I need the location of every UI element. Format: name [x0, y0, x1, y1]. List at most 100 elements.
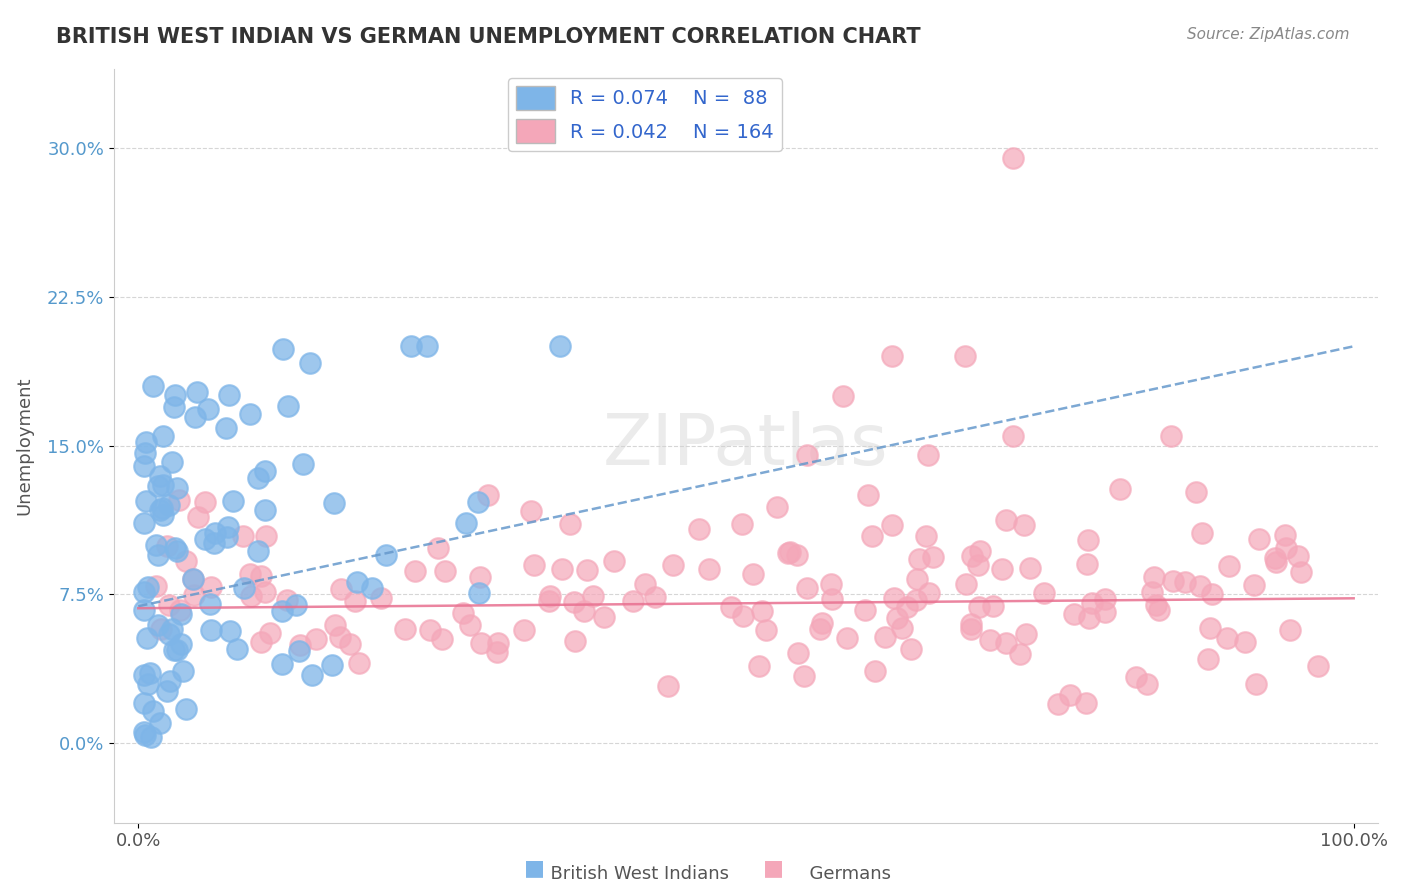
Point — [856, 488, 879, 502]
Point — [908, 551, 931, 566]
Point — [200, 580, 222, 594]
Point — [200, 624, 222, 638]
Point — [134, 458, 156, 473]
Point — [1002, 151, 1025, 165]
Text: British West Indians              Germans: British West Indians Germans — [516, 865, 890, 883]
Point — [883, 591, 905, 606]
Point — [921, 549, 943, 564]
Point — [1109, 482, 1132, 496]
Point — [1019, 561, 1042, 575]
Point — [136, 580, 159, 594]
Point — [720, 599, 742, 614]
Point — [146, 617, 169, 632]
Point — [1264, 550, 1286, 565]
Point — [157, 598, 180, 612]
Point — [821, 591, 844, 606]
Point — [562, 595, 585, 609]
Point — [766, 500, 789, 514]
Point — [198, 598, 221, 612]
Point — [811, 616, 834, 631]
Point — [1047, 697, 1070, 711]
Point — [321, 658, 343, 673]
Point — [779, 545, 801, 559]
Point — [1185, 484, 1208, 499]
Point — [1059, 688, 1081, 702]
Point — [918, 586, 941, 600]
Point — [1279, 624, 1302, 638]
Point — [370, 591, 392, 605]
Point — [796, 581, 818, 595]
Legend: R = 0.074    N =  88, R = 0.042    N = 164: R = 0.074 N = 88, R = 0.042 N = 164 — [508, 78, 782, 151]
Point — [226, 641, 249, 656]
Point — [136, 632, 159, 646]
Point — [644, 590, 666, 604]
Point — [215, 530, 238, 544]
Point — [900, 642, 922, 657]
Point — [172, 664, 194, 678]
Point — [1246, 676, 1268, 690]
Point — [917, 449, 939, 463]
Point — [346, 574, 368, 589]
Point — [810, 622, 832, 636]
Text: Source: ZipAtlas.com: Source: ZipAtlas.com — [1187, 27, 1350, 42]
Point — [139, 730, 162, 744]
Point — [1094, 591, 1116, 606]
Point — [186, 384, 208, 399]
Point — [187, 509, 209, 524]
Point — [468, 586, 491, 600]
Point — [603, 554, 626, 568]
Point — [981, 599, 1004, 613]
Point — [467, 495, 489, 509]
Point — [134, 585, 156, 599]
Point — [218, 387, 240, 401]
Point — [276, 593, 298, 607]
Point — [786, 549, 808, 563]
Point — [662, 558, 685, 572]
Point — [1012, 518, 1035, 533]
Point — [160, 455, 183, 469]
Point — [254, 528, 277, 542]
Point — [156, 539, 179, 553]
Point — [250, 569, 273, 583]
Point — [551, 561, 574, 575]
Point — [575, 563, 598, 577]
Point — [134, 697, 156, 711]
Point — [470, 635, 492, 649]
Point — [513, 623, 536, 637]
Point — [1197, 651, 1219, 665]
Point — [304, 632, 326, 646]
Point — [323, 618, 346, 632]
Point — [1243, 578, 1265, 592]
Point — [1198, 621, 1220, 635]
Point — [860, 529, 883, 543]
Point — [162, 401, 184, 415]
Point — [776, 546, 799, 560]
Point — [146, 548, 169, 562]
Point — [176, 554, 198, 568]
Point — [755, 623, 778, 637]
Point — [329, 630, 352, 644]
Point — [865, 665, 887, 679]
Point — [322, 496, 344, 510]
Point — [239, 408, 262, 422]
Point — [250, 635, 273, 649]
Point — [1136, 676, 1159, 690]
Point — [548, 339, 571, 353]
Point — [135, 435, 157, 450]
Point — [1249, 533, 1271, 547]
Point — [960, 549, 983, 564]
Point — [339, 637, 361, 651]
Point — [152, 478, 174, 492]
Point — [139, 665, 162, 680]
Text: ZIPatlas: ZIPatlas — [603, 411, 889, 480]
Point — [832, 389, 855, 403]
Point — [1014, 627, 1036, 641]
Point — [204, 525, 226, 540]
Point — [979, 632, 1001, 647]
Point — [905, 593, 928, 607]
Point — [796, 449, 818, 463]
Point — [404, 564, 426, 578]
Point — [157, 498, 180, 512]
Point — [277, 399, 299, 413]
Point — [967, 599, 990, 614]
